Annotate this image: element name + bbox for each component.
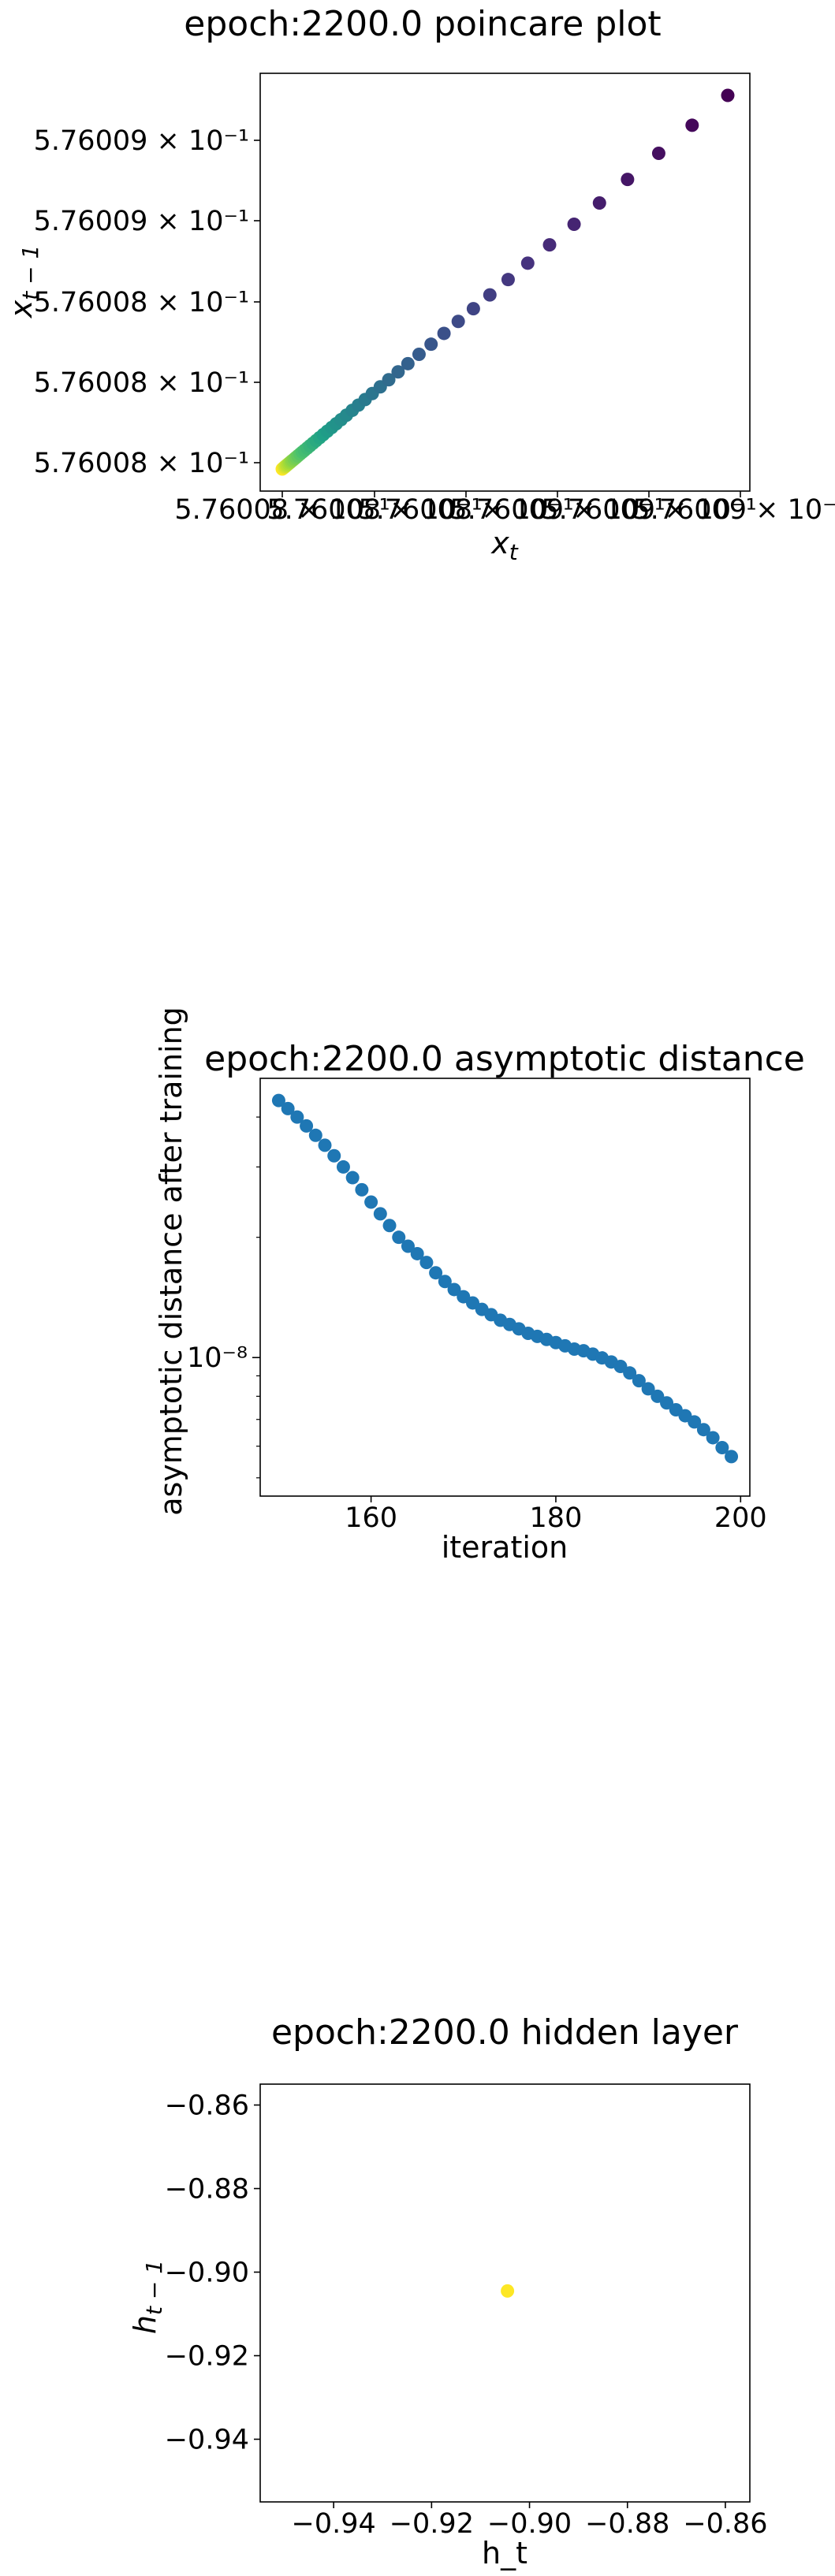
hidden-layer-y-tick-label: −0.90 [165, 2258, 249, 2289]
poincare-y-ticks: 5.76008 × 10⁻¹ 5.76008 × 10⁻¹ 5.76008 × 10… [34, 125, 260, 479]
poincare-point [501, 273, 515, 287]
hidden-layer-point [501, 2284, 515, 2298]
asymptotic-point [336, 1160, 350, 1174]
hidden-layer-y-ticks: −0.94 −0.92 −0.90 −0.88 −0.86 [165, 2090, 260, 2456]
hidden-layer-y-axis-label: ht − 1 [128, 2260, 167, 2334]
asymptotic-point [623, 1366, 637, 1380]
poincare-y-tick-label: 5.76008 × 10⁻¹ [34, 448, 249, 479]
hidden-layer-y-tick-label: −0.86 [165, 2090, 249, 2122]
asymptotic-point [641, 1382, 655, 1396]
asymptotic-point [327, 1148, 341, 1163]
asymptotic-point [345, 1171, 360, 1185]
asymptotic-point [660, 1396, 674, 1410]
hidden-layer-points [501, 2284, 515, 2298]
poincare-point [520, 256, 535, 270]
asymptotic-point [364, 1195, 378, 1209]
asymptotic-point [410, 1246, 424, 1260]
asymptotic-y-tick-label: 10⁻⁸ [187, 1342, 248, 1374]
poincare-point [451, 315, 465, 329]
hidden-layer-x-tick-label: −0.94 [292, 2508, 376, 2540]
poincare-y-tick-label: 5.76009 × 10⁻¹ [34, 125, 249, 157]
asymptotic-point [382, 1219, 397, 1233]
poincare-chart: epoch:2200.0 poincare plot 5.76008 × 10⁻… [4, 4, 835, 565]
asymptotic-point [447, 1282, 461, 1297]
poincare-title: epoch:2200.0 poincare plot [184, 4, 661, 44]
poincare-y-tick-label: 5.76008 × 10⁻¹ [34, 367, 249, 399]
poincare-x-tick-label: 5.76008 × 10⁻¹ [358, 494, 573, 526]
hidden-layer-y-tick-label: −0.92 [165, 2341, 249, 2373]
poincare-point [401, 356, 415, 370]
asymptotic-points [271, 1093, 739, 1464]
asymptotic-y-ticks: 10⁻⁸ [187, 1116, 260, 1479]
hidden-layer-y-tick-label: −0.94 [165, 2425, 249, 2456]
poincare-x-ticks: 5.76008 × 10⁻¹5.76008 × 10⁻¹5.76008 × 10… [174, 491, 835, 526]
poincare-point [592, 196, 606, 210]
poincare-point [424, 337, 438, 352]
asymptotic-point [706, 1431, 720, 1445]
asymptotic-x-axis-label: iteration [442, 1530, 568, 1565]
poincare-point [391, 365, 405, 379]
poincare-point [721, 88, 735, 102]
poincare-point [412, 347, 426, 361]
poincare-points [275, 88, 735, 476]
asymptotic-y-axis-label: asymptotic distance after training [154, 1007, 188, 1516]
hidden-layer-x-tick-label: −0.90 [487, 2508, 572, 2540]
poincare-y-tick-label: 5.76009 × 10⁻¹ [34, 206, 249, 237]
hidden-layer-title: epoch:2200.0 hidden layer [271, 2012, 739, 2053]
poincare-y-tick-label: 5.76008 × 10⁻¹ [34, 287, 249, 318]
poincare-point [542, 238, 557, 252]
hidden-layer-x-ticks: −0.94 −0.92 −0.90 −0.88 −0.86 [292, 2502, 768, 2540]
poincare-point [483, 288, 497, 302]
asymptotic-point [438, 1275, 452, 1289]
asymptotic-point [419, 1256, 434, 1270]
poincare-x-tick-label: 5.76009 × 10⁻¹ [632, 494, 835, 526]
asymptotic-point [715, 1441, 729, 1455]
asymptotic-x-ticks: 160 180 200 [345, 1496, 767, 1534]
poincare-x-tick-label: 5.76009 × 10⁻¹ [541, 494, 756, 526]
poincare-plot-frame [259, 73, 751, 492]
asymptotic-point [696, 1423, 710, 1437]
hidden-layer-plot-frame [259, 2083, 751, 2503]
hidden-layer-x-tick-label: −0.86 [683, 2508, 767, 2540]
poincare-point [466, 302, 480, 316]
asymptotic-x-tick-label: 180 [530, 1502, 583, 1534]
asymptotic-point [401, 1239, 415, 1253]
hidden-layer-x-tick-label: −0.92 [390, 2508, 474, 2540]
asymptotic-plot-frame [259, 1078, 751, 1497]
asymptotic-x-tick-label: 200 [714, 1502, 767, 1534]
asymptotic-point [300, 1119, 314, 1133]
poincare-point [651, 146, 665, 160]
asymptotic-x-tick-label: 160 [345, 1502, 397, 1534]
poincare-point [437, 326, 451, 341]
poincare-point [685, 118, 699, 132]
hidden-layer-chart: epoch:2200.0 hidden layer −0.94−0.92−0.9… [128, 2012, 768, 2570]
asymptotic-point [725, 1450, 739, 1464]
asymptotic-point [318, 1138, 332, 1152]
poincare-y-axis-label: xt − 1 [4, 245, 43, 319]
hidden-layer-y-tick-label: −0.88 [165, 2174, 249, 2206]
asymptotic-point [650, 1389, 665, 1403]
asymptotic-point [373, 1207, 387, 1221]
hidden-layer-x-axis-label: h_t [482, 2536, 527, 2570]
asymptotic-point [688, 1415, 702, 1429]
poincare-x-tick-label: 5.76008 × 10⁻¹ [267, 494, 482, 526]
asymptotic-title: epoch:2200.0 asymptotic distance [204, 1039, 805, 1079]
poincare-point [621, 173, 635, 187]
asymptotic-point [281, 1101, 295, 1115]
asymptotic-point [290, 1110, 304, 1124]
asymptotic-point [429, 1266, 443, 1280]
poincare-point [382, 373, 396, 387]
poincare-point [567, 218, 581, 232]
asymptotic-chart: epoch:2200.0 asymptotic distance 10⁻⁸ 16… [154, 1007, 805, 1565]
asymptotic-point [355, 1182, 369, 1197]
poincare-x-tick-label: 5.76008 × 10⁻¹ [174, 494, 390, 526]
hidden-layer-x-tick-label: −0.88 [585, 2508, 669, 2540]
asymptotic-point [392, 1230, 406, 1245]
poincare-x-axis-label: xt [490, 526, 519, 565]
asymptotic-point [271, 1093, 285, 1107]
asymptotic-point [632, 1374, 646, 1388]
poincare-x-tick-label: 5.76009 × 10⁻¹ [449, 494, 665, 526]
asymptotic-point [308, 1128, 322, 1142]
